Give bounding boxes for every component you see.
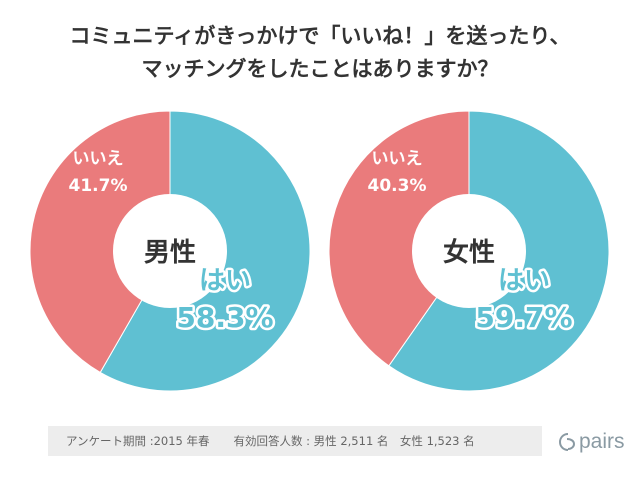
slice-label-no: いいえ xyxy=(372,149,423,169)
respondent-count: 有効回答人数 : 男性 2,511 名 女性 1,523 名 xyxy=(233,434,475,448)
donut-hole xyxy=(412,194,526,308)
pairs-logo-icon xyxy=(558,433,576,451)
slice-value-yes: 58.3% xyxy=(176,301,273,334)
survey-footer: アンケート期間 :2015 年春 有効回答人数 : 男性 2,511 名 女性 … xyxy=(48,426,542,456)
pairs-logo: pairs xyxy=(558,430,625,454)
survey-period: アンケート期間 :2015 年春 xyxy=(66,434,210,448)
title-line-2: マッチングをしたことはありますか？ xyxy=(141,57,499,81)
title-line-1: コミュニティがきっかけで「いいね！」を送ったり、 xyxy=(69,24,571,48)
slice-value-no: 41.7% xyxy=(69,176,128,196)
slice-value-no: 40.3% xyxy=(368,176,427,196)
center-label: 男性 xyxy=(144,238,196,268)
survey-question-title: コミュニティがきっかけで「いいね！」を送ったり、 マッチングをしたことはあります… xyxy=(0,20,640,86)
female-slice-no xyxy=(328,110,470,367)
slice-label-yes: はい xyxy=(199,266,251,296)
pairs-logo-text: pairs xyxy=(579,430,625,453)
center-label: 女性 xyxy=(443,237,495,268)
slice-label-yes: はい xyxy=(498,266,550,296)
slice-label-no: いいえ xyxy=(73,149,124,169)
donut-hole xyxy=(113,194,227,308)
slice-value-yes: 59.7% xyxy=(475,301,572,334)
male-slice-no xyxy=(29,110,171,374)
